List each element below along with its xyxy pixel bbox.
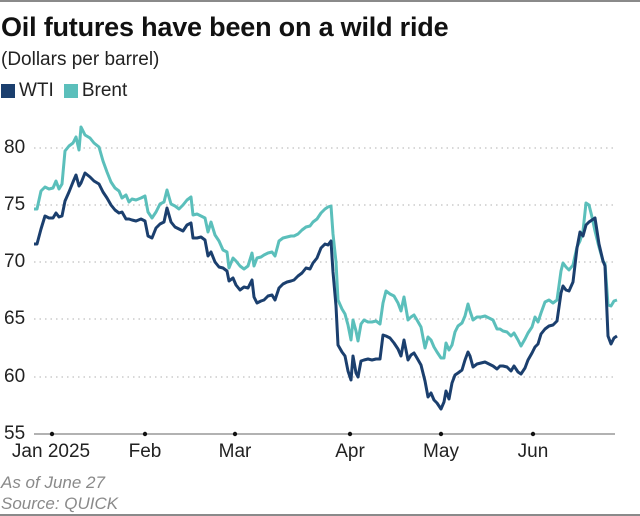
- legend: WTI Brent: [1, 80, 137, 102]
- y-tick-label-75: 75: [4, 194, 26, 215]
- x-tick-label-may: May: [423, 441, 459, 462]
- x-tick-label-feb: Feb: [128, 441, 162, 462]
- top-rule: [0, 0, 640, 2]
- legend-swatch-brent: [63, 84, 78, 98]
- chart-title: Oil futures have been on a wild ride: [1, 12, 449, 42]
- legend-label-brent: Brent: [81, 80, 128, 101]
- gridlines: [34, 147, 615, 378]
- brent-line: [34, 125, 618, 360]
- x-tick-label-jun: Jun: [517, 441, 549, 462]
- legend-label-wti: WTI: [19, 80, 54, 101]
- x-tick-label-jan: Jan 2025: [11, 441, 91, 462]
- bottom-rule: [0, 514, 640, 516]
- legend-item-wti: WTI: [1, 80, 54, 102]
- x-tick-label-mar: Mar: [218, 441, 252, 462]
- wti-line: [34, 171, 618, 411]
- y-tick-label-60: 60: [4, 366, 26, 387]
- y-tick-label-70: 70: [4, 251, 26, 272]
- y-tick-label-80: 80: [4, 137, 26, 158]
- y-tick-label-55: 55: [4, 423, 26, 444]
- y-tick-label-65: 65: [4, 308, 26, 329]
- source-note: Source: QUICK: [1, 494, 119, 513]
- x-axis-ticks: [49, 431, 536, 437]
- x-tick-label-apr: Apr: [335, 441, 365, 462]
- as-of-note: As of June 27: [1, 473, 105, 492]
- legend-item-brent: Brent: [63, 80, 128, 102]
- chart-subtitle: (Dollars per barrel): [1, 49, 160, 70]
- legend-swatch-wti: [1, 84, 15, 98]
